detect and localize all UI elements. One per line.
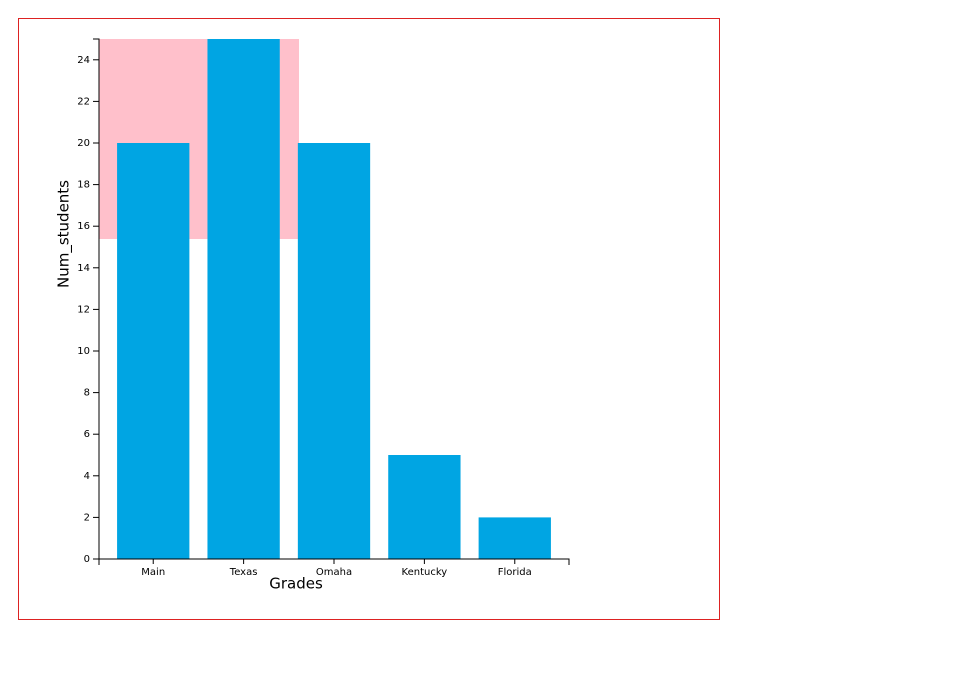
y-tick-label: 24 [77, 55, 90, 66]
y-tick-label: 6 [84, 429, 90, 440]
bar [297, 143, 371, 559]
bar [117, 143, 190, 559]
bar [478, 517, 551, 559]
y-tick-label: 12 [77, 304, 90, 315]
x-tick-label: Main [141, 567, 165, 578]
y-axis-line [93, 38, 100, 560]
y-tick-label: 20 [77, 138, 90, 149]
y-tick-label: 8 [84, 388, 90, 399]
y-tick-label: 14 [77, 263, 90, 274]
y-tick-label: 4 [84, 471, 90, 482]
bar [388, 455, 461, 559]
y-tick-label: 16 [77, 221, 90, 232]
bar [207, 39, 280, 559]
y-axis-title: Num_students [55, 180, 74, 288]
x-tick-label: Florida [498, 567, 532, 578]
y-tick-label: 10 [77, 346, 90, 357]
y-tick-label: 2 [84, 512, 90, 523]
x-tick-label: Omaha [316, 567, 352, 578]
x-tick-label: Kentucky [402, 567, 448, 578]
y-tick-label: 0 [84, 554, 90, 565]
y-tick-label: 22 [77, 96, 90, 107]
x-tick-label: Texas [229, 567, 258, 578]
x-axis-line [98, 558, 570, 565]
x-axis-title: Grades [269, 575, 323, 593]
chart-border [18, 18, 720, 620]
y-tick-label: 18 [77, 180, 90, 191]
